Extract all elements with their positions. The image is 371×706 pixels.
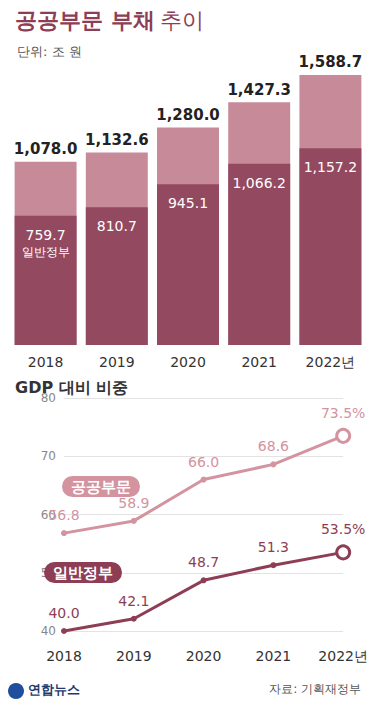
svg-text:2021: 2021 bbox=[241, 354, 277, 370]
svg-text:810.7: 810.7 bbox=[97, 218, 137, 234]
svg-text:공공부문 부채: 공공부문 부채 bbox=[15, 8, 155, 33]
svg-text:단위: 조 원: 단위: 조 원 bbox=[17, 44, 82, 59]
svg-text:48.7: 48.7 bbox=[188, 554, 219, 570]
svg-text:70: 70 bbox=[41, 449, 56, 463]
svg-text:51.3: 51.3 bbox=[258, 539, 289, 555]
svg-text:40: 40 bbox=[41, 624, 56, 638]
svg-text:1,078.0: 1,078.0 bbox=[14, 140, 78, 158]
svg-text:42.1: 42.1 bbox=[118, 593, 149, 609]
svg-text:56.8: 56.8 bbox=[48, 507, 79, 523]
svg-text:1,066.2: 1,066.2 bbox=[232, 175, 285, 191]
svg-text:945.1: 945.1 bbox=[168, 195, 208, 211]
svg-text:추이: 추이 bbox=[160, 8, 204, 33]
svg-text:58.9: 58.9 bbox=[118, 495, 149, 511]
svg-text:2019: 2019 bbox=[99, 354, 135, 370]
svg-text:40.0: 40.0 bbox=[48, 605, 79, 621]
svg-text:53.5%: 53.5% bbox=[321, 521, 365, 537]
svg-text:2019: 2019 bbox=[116, 648, 152, 664]
svg-text:80: 80 bbox=[40, 391, 56, 405]
svg-text:2018: 2018 bbox=[46, 648, 82, 664]
svg-text:2022년: 2022년 bbox=[318, 648, 368, 664]
svg-text:연합뉴스: 연합뉴스 bbox=[28, 682, 80, 697]
svg-text:2018: 2018 bbox=[28, 354, 64, 370]
svg-text:GDP 대비 비중: GDP 대비 비중 bbox=[15, 378, 128, 397]
svg-text:73.5%: 73.5% bbox=[321, 405, 365, 421]
svg-text:2022년: 2022년 bbox=[306, 354, 356, 370]
svg-text:759.7: 759.7 bbox=[26, 227, 66, 243]
svg-text:1,157.2: 1,157.2 bbox=[304, 159, 357, 175]
svg-text:2021: 2021 bbox=[256, 648, 292, 664]
svg-text:일반정부: 일반정부 bbox=[53, 564, 113, 582]
svg-text:자료: 기획재정부: 자료: 기획재정부 bbox=[269, 682, 361, 696]
svg-text:일반정부: 일반정부 bbox=[22, 245, 70, 259]
svg-text:1,588.7: 1,588.7 bbox=[299, 53, 363, 71]
svg-text:2020: 2020 bbox=[170, 354, 206, 370]
svg-text:68.6: 68.6 bbox=[258, 438, 289, 454]
svg-text:66.0: 66.0 bbox=[188, 454, 219, 470]
svg-text:공공부문: 공공부문 bbox=[71, 478, 131, 496]
svg-text:1,132.6: 1,132.6 bbox=[85, 131, 149, 149]
svg-text:1,427.3: 1,427.3 bbox=[227, 81, 291, 99]
svg-text:2020: 2020 bbox=[186, 648, 222, 664]
svg-text:1,280.0: 1,280.0 bbox=[156, 106, 220, 124]
